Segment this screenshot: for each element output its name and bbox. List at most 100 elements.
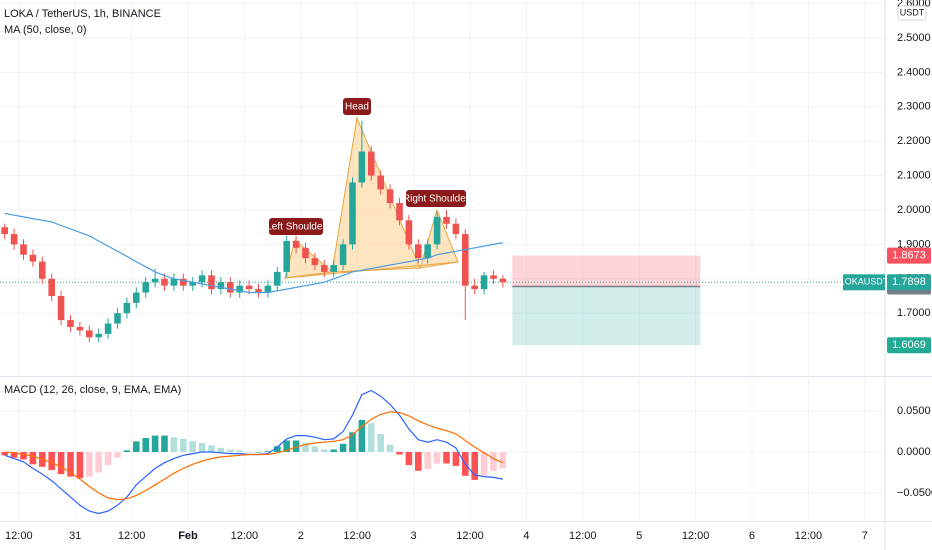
candle-body (415, 244, 422, 259)
histogram-bar (48, 451, 55, 471)
candle-body (133, 292, 140, 303)
y-tick-label: 2.0000 (897, 204, 931, 216)
candle-body (245, 285, 253, 290)
histogram-bar (283, 440, 290, 452)
histogram-bar (217, 447, 225, 452)
candle-body (180, 278, 187, 286)
candle-body (76, 326, 84, 331)
candle-body (161, 278, 168, 286)
histogram-bar (29, 451, 37, 465)
histogram-bar (339, 443, 347, 452)
annotation: Head (345, 102, 369, 113)
annotation-box (343, 98, 371, 115)
candle-body (264, 285, 272, 293)
histogram-bar (133, 441, 140, 452)
histogram-bar (142, 438, 149, 452)
y-tick-label: 1.9000 (897, 238, 931, 250)
macd-label: MACD (12, 26, close, 9, EMA, EMA) (4, 384, 181, 396)
target-zone (512, 286, 701, 346)
chart-title: LOKA / TetherUS, 1h, BINANCE (4, 8, 161, 20)
histogram-bar (57, 451, 65, 475)
candle-body (396, 203, 403, 221)
histogram-bar (396, 451, 403, 455)
histogram-bar (321, 449, 328, 452)
symbol-box (843, 274, 885, 291)
histogram-bar (255, 451, 262, 453)
candle-body (443, 216, 450, 224)
histogram-bar (452, 451, 460, 466)
candle-body (142, 282, 149, 293)
x-tick-label: 12:00 (5, 530, 33, 542)
unit-box[interactable] (897, 5, 927, 21)
candle-body (405, 220, 413, 245)
histogram-bar (292, 440, 300, 452)
x-tick-label: 12:00 (118, 530, 146, 542)
neckline (284, 261, 459, 279)
candle-body (386, 189, 394, 204)
candle-body (339, 244, 347, 266)
axis-unit: USDT (900, 7, 925, 17)
histogram-bar (161, 435, 168, 452)
histogram-bar (415, 451, 422, 471)
candle-body (368, 151, 375, 176)
candle-body (490, 275, 497, 279)
candle-body (424, 244, 431, 259)
candle-body (29, 254, 37, 262)
x-tick-label: 31 (69, 530, 81, 542)
candle-body (433, 216, 441, 245)
candle-body (349, 182, 356, 245)
y-tick-label: 1.7000 (897, 307, 931, 319)
histogram-bar (10, 451, 18, 458)
candle-body (255, 289, 262, 293)
histogram-bar (104, 451, 112, 466)
x-tick-label: 7 (862, 530, 868, 542)
symbol-label: LOKAUSDT (840, 277, 889, 287)
x-tick-label: 4 (523, 530, 529, 542)
left-shoulder-shape (284, 239, 334, 279)
ma-line (4, 212, 504, 294)
histogram-bar (433, 451, 441, 464)
y-tick-label: 0.0500 (897, 405, 931, 417)
histogram-bar (208, 445, 215, 452)
x-tick-label: 12:00 (456, 530, 484, 542)
annotation: Left Shoulder (266, 222, 326, 233)
candle-body (480, 275, 488, 290)
price-label: 1.8673 (892, 250, 926, 262)
x-tick-label: 2 (298, 530, 304, 542)
candle-body (283, 240, 290, 272)
histogram-bar (302, 442, 309, 452)
histogram-bar (170, 437, 178, 452)
candle-body (123, 302, 131, 314)
y-tick-label: 2.5000 (897, 32, 931, 44)
x-tick-label: 12:00 (682, 530, 710, 542)
candle-body (48, 278, 55, 296)
histogram-bar (76, 451, 84, 479)
plot (0, 120, 885, 515)
y-tick-label: 2.2000 (897, 135, 931, 147)
candle-body (20, 244, 27, 255)
y-tick-label: 0.0000 (897, 446, 931, 458)
candle-body (86, 330, 93, 338)
candle-body (499, 278, 507, 283)
price-box (887, 337, 931, 354)
histogram-bar (311, 446, 319, 452)
histogram-bar (358, 420, 366, 452)
position (512, 255, 701, 346)
candle-body (227, 282, 234, 293)
candle-body (217, 282, 225, 290)
histogram-bar (151, 435, 159, 452)
histogram-bar (405, 451, 413, 466)
annotation: Right Shoulder (403, 194, 470, 205)
price-box (887, 274, 931, 291)
histogram-bar (20, 451, 27, 460)
histogram-bar (123, 450, 131, 452)
histogram-bar (95, 451, 102, 473)
price-box (887, 247, 931, 264)
candle-body (274, 271, 281, 286)
candle-body (104, 323, 112, 334)
candle-body (170, 278, 178, 286)
histogram-bar (368, 423, 375, 452)
histogram-bar (1, 451, 8, 456)
candle-body (321, 265, 328, 272)
